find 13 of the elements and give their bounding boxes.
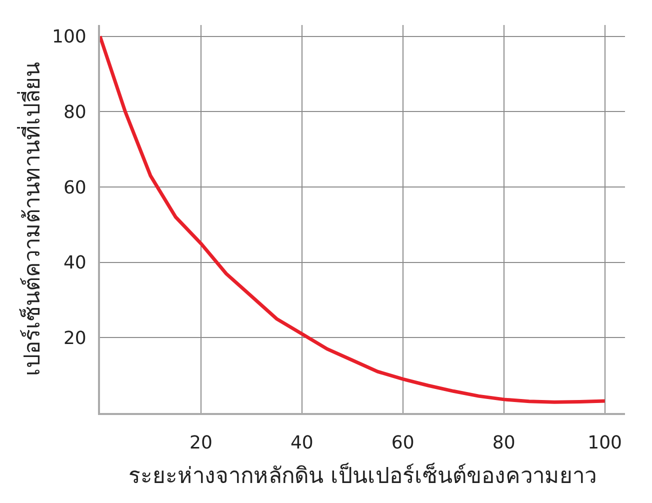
y-tick-label: 80 xyxy=(63,102,86,123)
x-tick-label: 20 xyxy=(190,432,212,454)
x-tick-label: 100 xyxy=(588,432,622,454)
x-tick-label: 60 xyxy=(391,432,414,454)
y-tick-label: 60 xyxy=(63,177,86,198)
y-axis-title: เปอร์เซ็นต์ความต้านทานที่เปลี่ยน xyxy=(16,62,46,376)
y-tick-label: 20 xyxy=(63,328,86,349)
x-axis-title: ระยะห่างจากหลักดิน เป็นเปอร์เซ็นต์ของความยาว xyxy=(128,461,596,489)
y-tick-label: 100 xyxy=(52,26,86,48)
x-tick-label: 80 xyxy=(492,432,516,454)
x-tick-label: 40 xyxy=(290,432,314,454)
line-series xyxy=(100,34,607,404)
y-tick-label: 40 xyxy=(63,252,86,274)
